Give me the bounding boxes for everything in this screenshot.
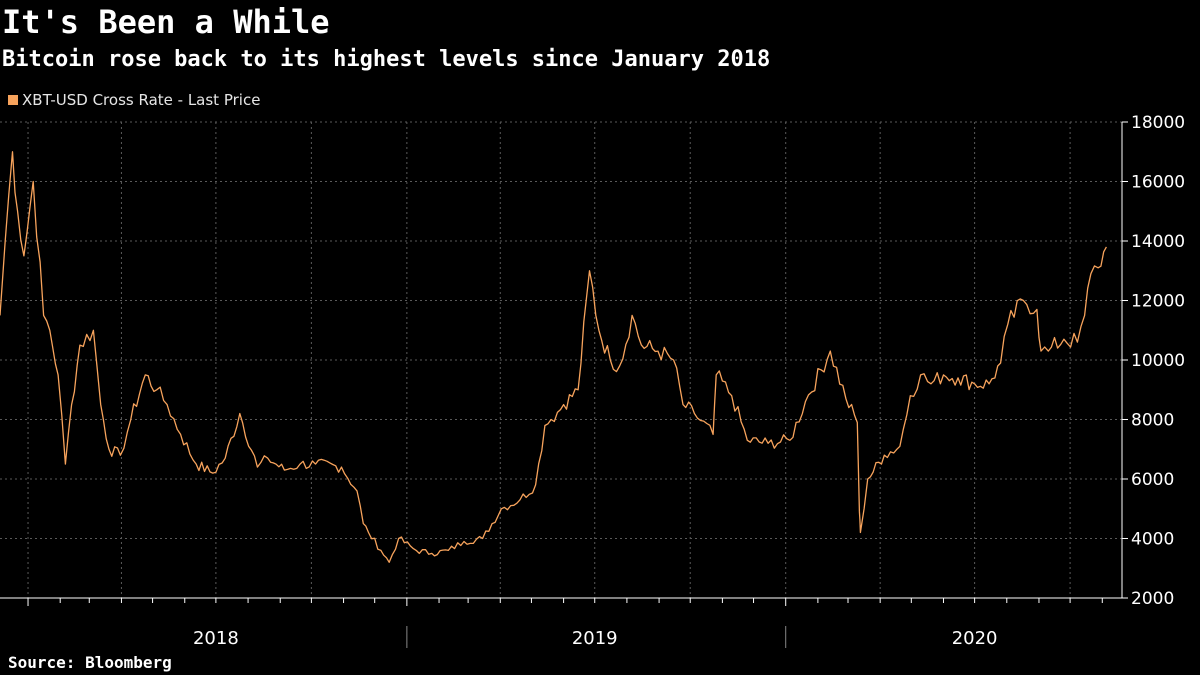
chart-title: It's Been a While — [2, 3, 330, 41]
grid — [0, 121, 1122, 599]
legend: XBT-USD Cross Rate - Last Price — [8, 90, 260, 110]
y-tick-label: 18000 — [1131, 113, 1185, 133]
y-tick-label: 12000 — [1131, 292, 1185, 312]
y-tick-label: 6000 — [1131, 470, 1174, 490]
legend-label: XBT-USD Cross Rate - Last Price — [22, 91, 261, 109]
y-tick-label: 4000 — [1131, 530, 1174, 550]
source-note: Source: Bloomberg — [8, 653, 172, 672]
price-series-line — [0, 151, 1107, 563]
legend-swatch — [8, 95, 18, 105]
x-year-label: 2018 — [193, 628, 239, 649]
chart-subtitle: Bitcoin rose back to its highest levels … — [2, 47, 771, 72]
x-year-label: 2019 — [572, 628, 618, 649]
y-tick-label: 10000 — [1131, 351, 1185, 371]
y-tick-label: 2000 — [1131, 589, 1174, 609]
y-tick-label: 14000 — [1131, 232, 1185, 252]
y-tick-label: 16000 — [1131, 173, 1185, 193]
axes: 2000 4000 6000 8000 10000 12000 14000 16000 1800… — [0, 113, 1185, 649]
series-layer — [0, 151, 1107, 563]
y-tick-label: 8000 — [1131, 411, 1174, 431]
x-year-label: 2020 — [952, 628, 998, 649]
